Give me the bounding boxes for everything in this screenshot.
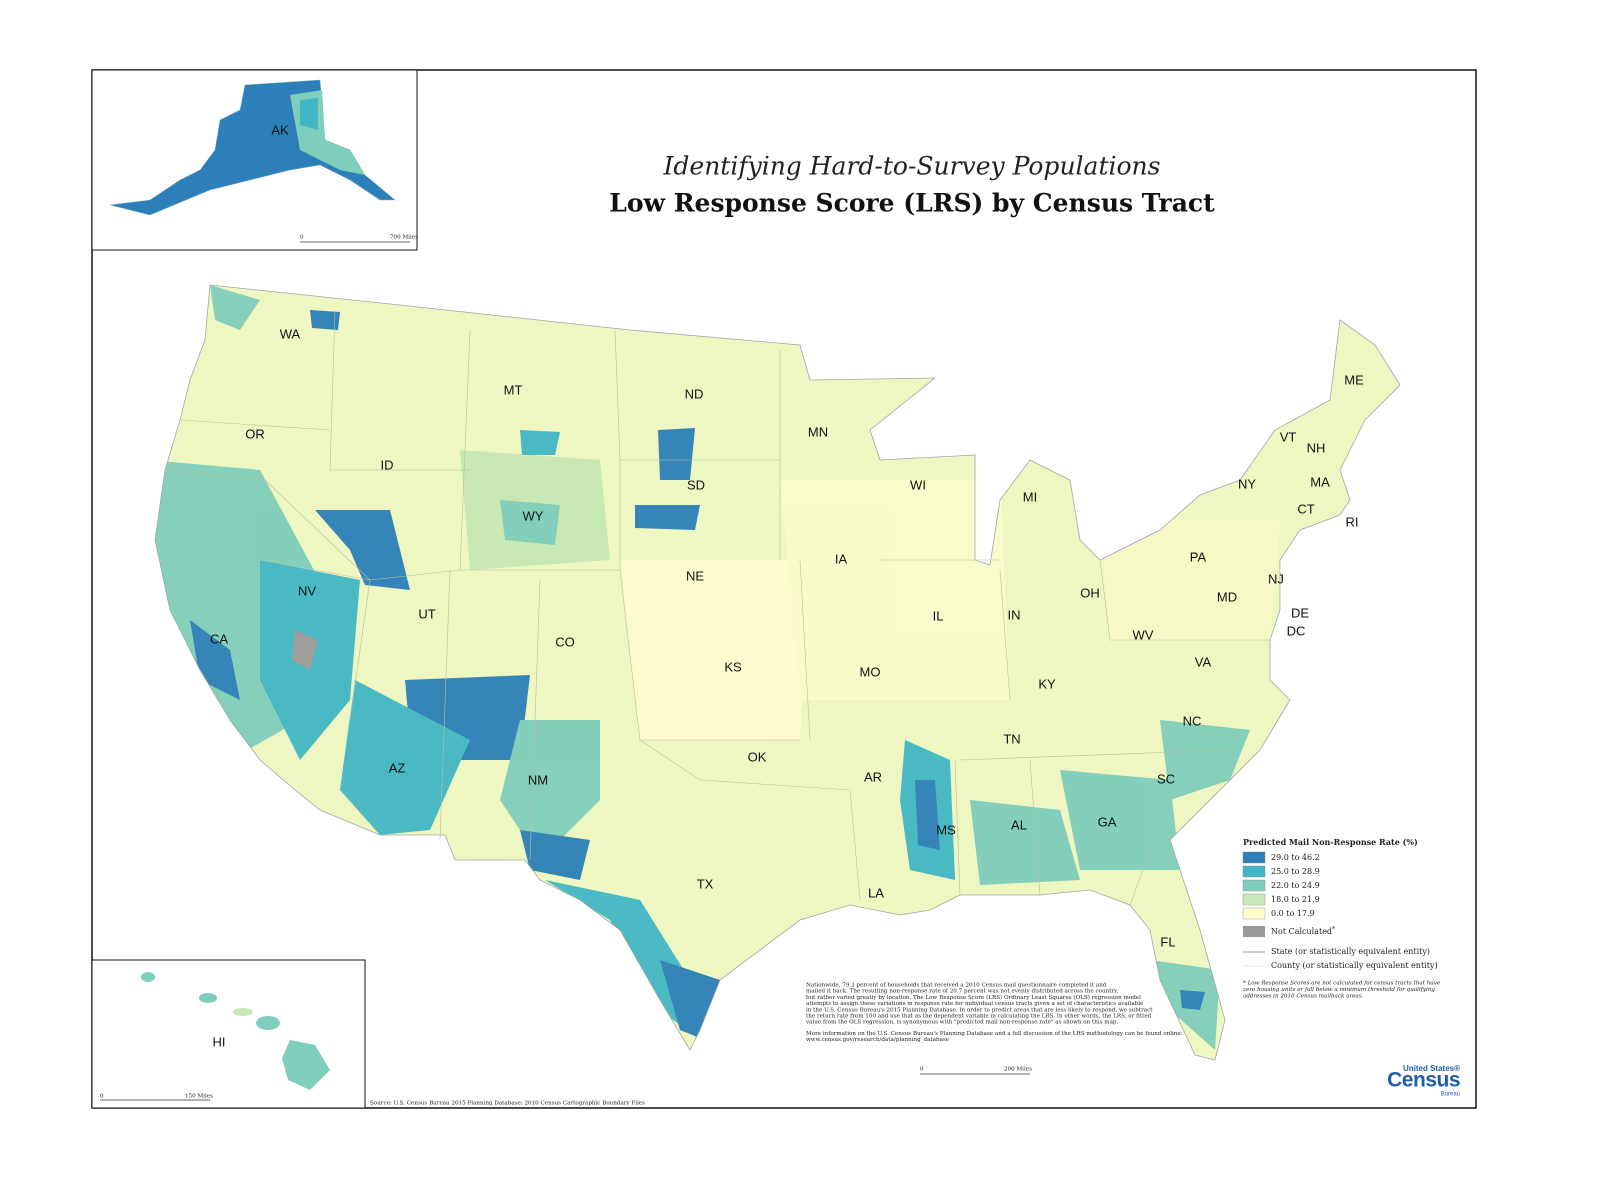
subtitle: Identifying Hard-to-Survey Populations	[663, 152, 1161, 181]
state-label: OR	[245, 426, 265, 441]
state-label: MS	[936, 822, 956, 837]
state-label: NC	[1183, 713, 1202, 728]
legend-swatch	[1242, 851, 1266, 864]
scale-end: 700 Miles	[390, 235, 418, 241]
state-label: GA	[1098, 814, 1117, 829]
state-label: NJ	[1268, 571, 1284, 586]
note-line: but rather varied greatly by location. T…	[806, 994, 1141, 1001]
state-label: ME	[1344, 372, 1364, 387]
state-label: NY	[1238, 476, 1256, 491]
legend-title: Predicted Mail Non-Response Rate (%)	[1243, 837, 1418, 847]
state-label: MT	[504, 382, 523, 397]
legend-label: 29.0 to 46.2	[1271, 853, 1320, 862]
census-logo: United States® Census Bureau	[1387, 1064, 1460, 1097]
state-label: DC	[1287, 623, 1306, 638]
scale-start: 0	[100, 1094, 104, 1100]
state-label: WA	[280, 326, 301, 341]
legend-label: 22.0 to 24.9	[1271, 881, 1320, 890]
legend-swatch	[1242, 893, 1266, 906]
legend-label: 0.0 to 17.9	[1271, 909, 1315, 918]
legend-label: County (or statistically equivalent enti…	[1271, 961, 1438, 970]
state-label: AL	[1011, 817, 1027, 832]
legend-swatch	[1243, 926, 1265, 937]
legend-label: Not Calculated*	[1271, 926, 1335, 937]
state-label: NH	[1307, 440, 1326, 455]
scale-start: 0	[300, 235, 304, 241]
alaska-inset	[91, 69, 418, 251]
footnote: zero housing units or fall below a minim…	[1242, 987, 1435, 993]
state-label: DE	[1291, 605, 1309, 620]
state-label: MA	[1310, 474, 1330, 489]
legend-label: 25.0 to 28.9	[1271, 867, 1320, 876]
note-line: in the U.S. Census Bureau's 2015 Plannin…	[806, 1007, 1153, 1013]
state-label: IA	[835, 551, 848, 566]
note-line: mailed it back. The resulting non-respon…	[806, 989, 1119, 995]
state-label: NE	[686, 568, 704, 583]
scale-end: 200 Miles	[1004, 1067, 1032, 1073]
legend-swatch	[1242, 879, 1266, 892]
note-line: value from the OLS regression, is synony…	[805, 1020, 1119, 1026]
state-label: WY	[523, 508, 544, 523]
state-label: LA	[868, 885, 884, 900]
legend-swatch	[1242, 865, 1266, 878]
title: Low Response Score (LRS) by Census Tract	[609, 189, 1215, 218]
state-label: MO	[860, 664, 881, 679]
state-label: MI	[1023, 489, 1037, 504]
logo-top: United States®	[1403, 1064, 1460, 1073]
note-line: the return rate from 100 and use that as…	[806, 1014, 1152, 1020]
state-label: AK	[271, 122, 289, 137]
note-line: www.census.gov/research/data/planning_da…	[806, 1037, 950, 1043]
note-line: Nationwide, 79.3 percent of households t…	[806, 983, 1107, 989]
state-label: OH	[1080, 585, 1100, 600]
title-block: Identifying Hard-to-Survey Populations L…	[609, 152, 1215, 218]
footnote: * Low Response Scores are not calculated…	[1243, 981, 1441, 987]
state-label: MN	[808, 424, 828, 439]
state-label: RI	[1346, 514, 1359, 529]
logo-bottom: Bureau	[1441, 1092, 1460, 1098]
hawaii-inset	[91, 959, 366, 1109]
state-label: PA	[1190, 549, 1207, 564]
state-label: VT	[1280, 429, 1297, 444]
state-label: ND	[685, 386, 704, 401]
state-label: AZ	[389, 760, 406, 775]
state-label: OK	[748, 749, 767, 764]
scale-end: 150 Miles	[185, 1094, 213, 1100]
state-label: TN	[1003, 731, 1020, 746]
state-label: CA	[210, 631, 228, 646]
state-label: VA	[1195, 654, 1212, 669]
state-label: MD	[1217, 589, 1237, 604]
state-label: IN	[1008, 607, 1021, 622]
state-label: FL	[1160, 934, 1175, 949]
state-label: AR	[864, 769, 882, 784]
state-label: HI	[213, 1034, 226, 1049]
note-line: attempts to assign these variations in r…	[806, 1001, 1144, 1007]
state-label: WI	[910, 477, 926, 492]
state-label: IL	[933, 608, 944, 623]
state-label: UT	[418, 606, 435, 621]
state-label: WV	[1133, 627, 1154, 642]
state-label: NM	[528, 772, 548, 787]
state-label: ID	[381, 457, 394, 472]
state-label: NV	[298, 583, 316, 598]
state-label: CT	[1297, 501, 1314, 516]
legend-label: Not Calculated	[1271, 927, 1332, 936]
state-label: SC	[1157, 771, 1175, 786]
state-label: TX	[697, 876, 714, 891]
legend-swatch	[1242, 907, 1266, 920]
state-label: KY	[1038, 676, 1056, 691]
footnote: addresses in 2010 Census mailback areas.	[1243, 994, 1364, 1000]
legend-label: 18.0 to 21.9	[1271, 895, 1320, 904]
legend-label: State (or statistically equivalent entit…	[1271, 947, 1430, 956]
source: Source: U.S. Census Bureau 2015 Planning…	[370, 1101, 645, 1107]
state-label: CO	[555, 634, 575, 649]
state-label: KS	[724, 659, 742, 674]
logo-name: Census	[1387, 1069, 1460, 1092]
footnote-mark: *	[1332, 926, 1335, 933]
note-line: More information on the U.S. Census Bure…	[806, 1031, 1183, 1037]
state-label: SD	[687, 477, 705, 492]
scale-start: 0	[920, 1067, 924, 1073]
